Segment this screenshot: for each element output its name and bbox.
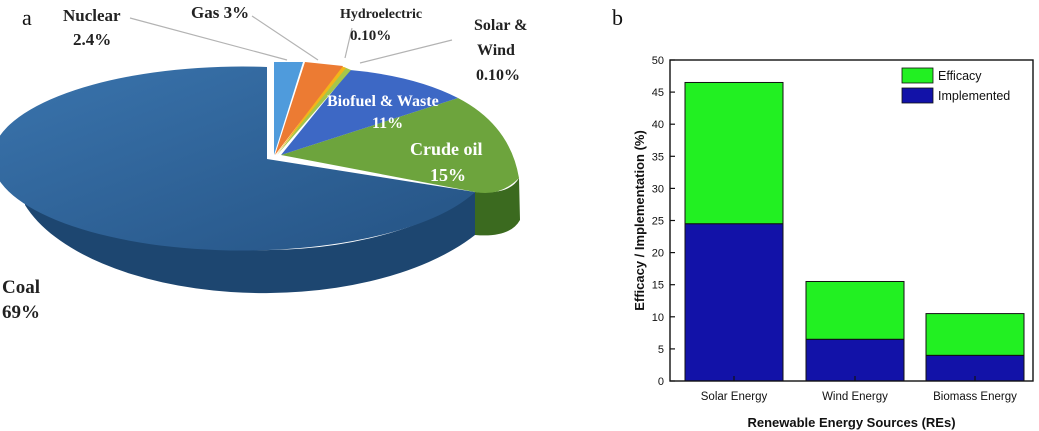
crude-oil-label: Crude oil <box>410 139 483 159</box>
hydroelectric-leader-line <box>344 27 353 59</box>
bar-implemented-solar-energy <box>684 223 784 382</box>
biofuel-slice <box>281 70 458 155</box>
hydroelectric-slice <box>276 66 346 155</box>
nuclear-value: 2.4% <box>73 30 111 49</box>
bar-efficacy-wind-energy <box>805 280 905 340</box>
bar-chart-panel: b Solar Energy Wind Energy Biomass Energy 0… <box>612 5 1034 430</box>
y-tick-label: 45 <box>652 87 664 99</box>
biofuel-value: 11% <box>372 115 403 132</box>
coal-slice-side <box>25 162 475 294</box>
hydroelectric-value: 0.10% <box>350 28 391 44</box>
coal-label: Coal <box>2 277 40 298</box>
x-tick-label: Biomass Energy <box>933 391 1017 403</box>
crude-oil-slice <box>281 98 519 194</box>
gas-leader-line <box>251 15 319 61</box>
biofuel-label: Biofuel & Waste <box>327 93 439 110</box>
bar-plot-area: Solar Energy Wind Energy Biomass Energy 0 5 1… <box>632 55 1034 430</box>
panel-label-a: a <box>22 5 32 30</box>
solar-wind-slice <box>277 67 351 155</box>
solar-wind-leader-line <box>359 39 453 64</box>
x-tick-label: Solar Energy <box>701 391 768 403</box>
crude-oil-slice-side <box>475 178 520 236</box>
y-tick-label: 40 <box>652 119 664 131</box>
legend-swatch-efficacy <box>901 67 934 84</box>
y-tick-label: 50 <box>652 55 664 67</box>
y-tick-label: 20 <box>652 248 664 260</box>
gas-slice <box>275 62 343 155</box>
nuclear-leader-line <box>129 17 288 61</box>
bar-implemented-wind-energy <box>805 338 905 382</box>
solar-wind-value: 0.10% <box>476 67 520 84</box>
solar-wind-label-line2: Wind <box>477 42 515 59</box>
y-axis-label: Efficacy / Implementation (%) <box>632 130 647 311</box>
nuclear-label: Nuclear <box>63 6 121 25</box>
bar-efficacy-solar-energy <box>684 81 784 225</box>
coal-value: 69% <box>2 302 40 323</box>
hydroelectric-label: Hydroelectric <box>340 7 422 22</box>
y-tick-label: 10 <box>652 312 664 324</box>
nuclear-slice <box>274 62 303 155</box>
legend-label-efficacy: Efficacy <box>938 69 982 83</box>
panel-label-b: b <box>612 5 623 30</box>
y-tick-label: 30 <box>652 183 664 195</box>
y-tick-label: 25 <box>652 216 664 228</box>
solar-wind-label-line1: Solar & <box>474 17 527 34</box>
x-tick-label: Wind Energy <box>822 391 888 403</box>
y-tick-label: 15 <box>652 280 664 292</box>
pie-chart-panel: a Nuclear 2.4% Gas 3% Hydroelectric 0.10… <box>0 3 527 323</box>
gas-label: Gas 3% <box>191 3 249 22</box>
y-tick-label: 35 <box>652 151 664 163</box>
bar-efficacy-biomass-energy <box>925 313 1025 356</box>
x-axis-label: Renewable Energy Sources (REs) <box>747 415 955 430</box>
crude-oil-value: 15% <box>430 165 466 185</box>
legend-swatch-implemented <box>901 87 934 104</box>
coal-slice <box>0 66 475 251</box>
legend-label-implemented: Implemented <box>938 89 1010 103</box>
y-tick-label: 5 <box>658 344 664 356</box>
y-tick-label: 0 <box>658 376 664 388</box>
